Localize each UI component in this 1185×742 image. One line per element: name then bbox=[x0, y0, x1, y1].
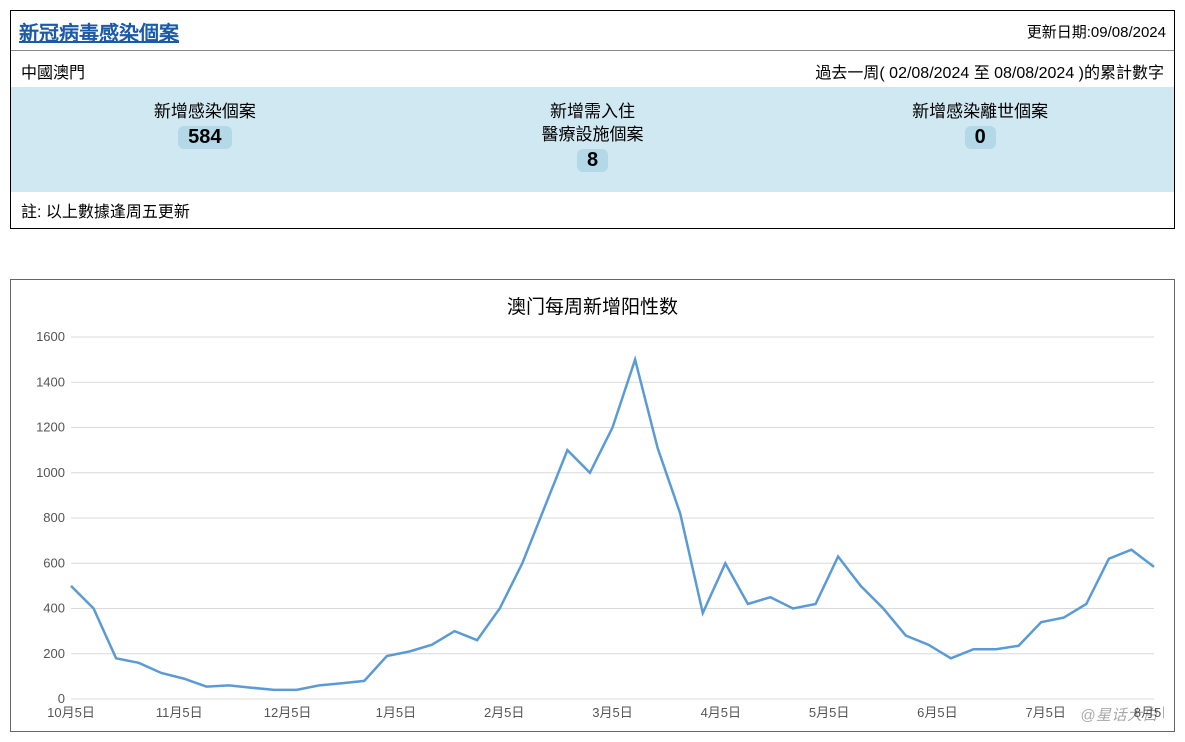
note-row: 註: 以上數據逢周五更新 bbox=[11, 192, 1174, 228]
stats-row: 新增感染個案 584 新增需入住 醫療設施個案 8 新增感染離世個案 0 bbox=[11, 87, 1174, 192]
svg-text:600: 600 bbox=[43, 555, 65, 570]
svg-text:800: 800 bbox=[43, 510, 65, 525]
svg-text:4月5日: 4月5日 bbox=[701, 705, 741, 720]
svg-text:10月5日: 10月5日 bbox=[47, 705, 95, 720]
panel-header: 新冠病毒感染個案 更新日期:09/08/2024 bbox=[11, 11, 1174, 51]
stat-value: 8 bbox=[577, 149, 608, 172]
chart-panel: 澳门每周新增阳性数 0 200 400 600 800 1000 1200 1400 1600 1… bbox=[10, 279, 1175, 732]
chart-title: 澳门每周新增阳性数 bbox=[21, 292, 1164, 319]
stat-hospital: 新增需入住 醫療設施個案 8 bbox=[399, 101, 787, 172]
period-label: 過去一周( 02/08/2024 至 08/08/2024 )的累計數字 bbox=[815, 59, 1164, 83]
summary-panel: 新冠病毒感染個案 更新日期:09/08/2024 中國澳門 過去一周( 02/0… bbox=[10, 10, 1175, 229]
stat-deaths: 新增感染離世個案 0 bbox=[786, 101, 1174, 172]
svg-text:1月5日: 1月5日 bbox=[376, 705, 416, 720]
stat-new-cases: 新增感染個案 584 bbox=[11, 101, 399, 172]
svg-text:5月5日: 5月5日 bbox=[809, 705, 849, 720]
svg-text:3月5日: 3月5日 bbox=[592, 705, 632, 720]
stat-value: 0 bbox=[965, 126, 996, 149]
svg-text:6月5日: 6月5日 bbox=[917, 705, 957, 720]
svg-text:11月5日: 11月5日 bbox=[156, 705, 203, 720]
svg-text:2月5日: 2月5日 bbox=[484, 705, 524, 720]
svg-text:1000: 1000 bbox=[36, 465, 65, 480]
update-date: 更新日期:09/08/2024 bbox=[1027, 21, 1166, 42]
region-row: 中國澳門 過去一周( 02/08/2024 至 08/08/2024 )的累計數… bbox=[11, 51, 1174, 87]
svg-text:200: 200 bbox=[43, 646, 65, 661]
region-label: 中國澳門 bbox=[21, 59, 85, 83]
stat-label: 新增感染離世個案 bbox=[786, 101, 1174, 124]
svg-text:1400: 1400 bbox=[36, 374, 65, 389]
stat-label-line: 新增需入住 bbox=[550, 102, 635, 121]
update-prefix: 更新日期: bbox=[1027, 24, 1091, 41]
svg-text:0: 0 bbox=[58, 691, 65, 706]
update-value: 09/08/2024 bbox=[1091, 24, 1166, 41]
line-chart-svg: 0 200 400 600 800 1000 1200 1400 1600 10月5日 11月5日 1… bbox=[21, 327, 1164, 727]
svg-text:400: 400 bbox=[43, 600, 65, 615]
svg-text:1600: 1600 bbox=[36, 329, 65, 344]
svg-text:7月5日: 7月5日 bbox=[1025, 705, 1065, 720]
watermark: @星话大白 bbox=[1080, 704, 1158, 725]
stat-value: 584 bbox=[178, 126, 231, 149]
stat-label-line: 醫療設施個案 bbox=[542, 125, 644, 144]
stat-label: 新增需入住 醫療設施個案 bbox=[399, 101, 787, 147]
title-link[interactable]: 新冠病毒感染個案 bbox=[19, 17, 179, 46]
chart-area: 0 200 400 600 800 1000 1200 1400 1600 10月5日 11月5日 1… bbox=[21, 327, 1164, 727]
svg-text:12月5日: 12月5日 bbox=[264, 705, 312, 720]
svg-text:1200: 1200 bbox=[36, 419, 65, 434]
stat-label: 新增感染個案 bbox=[11, 101, 399, 124]
